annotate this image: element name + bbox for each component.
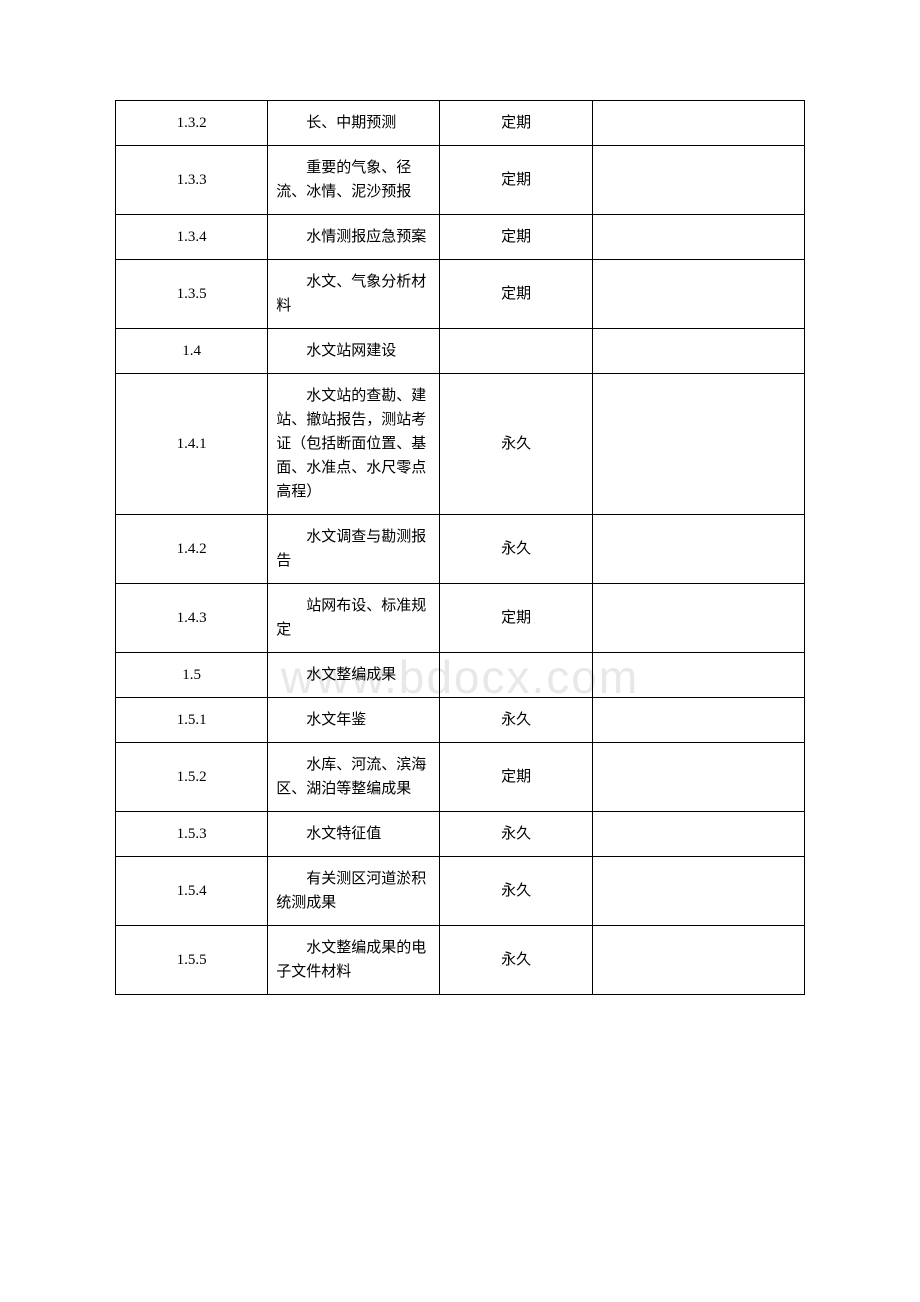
cell-period: 永久 [440, 812, 592, 857]
cell-id: 1.3.3 [116, 146, 268, 215]
cell-period: 定期 [440, 146, 592, 215]
cell-id: 1.3.2 [116, 101, 268, 146]
cell-note [592, 101, 804, 146]
cell-desc: 水文整编成果 [268, 653, 440, 698]
table-row: 1.3.2 长、中期预测 定期 [116, 101, 805, 146]
cell-desc: 重要的气象、径流、冰情、泥沙预报 [268, 146, 440, 215]
cell-note [592, 812, 804, 857]
cell-period: 永久 [440, 515, 592, 584]
cell-note [592, 584, 804, 653]
cell-id: 1.4 [116, 329, 268, 374]
cell-period: 定期 [440, 584, 592, 653]
cell-period [440, 329, 592, 374]
table-row: 1.5.1 水文年鉴 永久 [116, 698, 805, 743]
cell-desc: 长、中期预测 [268, 101, 440, 146]
table-row: 1.5 水文整编成果 [116, 653, 805, 698]
cell-id: 1.5.2 [116, 743, 268, 812]
table-row: 1.3.5 水文、气象分析材料 定期 [116, 260, 805, 329]
table-row: 1.4.2 水文调查与勘测报告 永久 [116, 515, 805, 584]
cell-note [592, 329, 804, 374]
table-row: 1.5.4 有关测区河道淤积统测成果 永久 [116, 857, 805, 926]
table-row: 1.5.5 水文整编成果的电子文件材料 永久 [116, 926, 805, 995]
cell-note [592, 146, 804, 215]
cell-desc: 水文、气象分析材料 [268, 260, 440, 329]
cell-id: 1.5.5 [116, 926, 268, 995]
cell-desc: 站网布设、标准规定 [268, 584, 440, 653]
cell-desc: 水情测报应急预案 [268, 215, 440, 260]
cell-period: 永久 [440, 857, 592, 926]
table-row: 1.3.4 水情测报应急预案 定期 [116, 215, 805, 260]
cell-note [592, 653, 804, 698]
cell-id: 1.5.3 [116, 812, 268, 857]
cell-period: 永久 [440, 374, 592, 515]
cell-id: 1.4.3 [116, 584, 268, 653]
cell-period: 定期 [440, 101, 592, 146]
cell-note [592, 515, 804, 584]
table-row: 1.4 水文站网建设 [116, 329, 805, 374]
cell-desc: 水文年鉴 [268, 698, 440, 743]
document-table: 1.3.2 长、中期预测 定期 1.3.3 重要的气象、径流、冰情、泥沙预报 定… [115, 100, 805, 995]
table-row: 1.4.3 站网布设、标准规定 定期 [116, 584, 805, 653]
table-row: 1.3.3 重要的气象、径流、冰情、泥沙预报 定期 [116, 146, 805, 215]
cell-id: 1.5.1 [116, 698, 268, 743]
cell-desc: 水库、河流、滨海区、湖泊等整编成果 [268, 743, 440, 812]
cell-period: 定期 [440, 743, 592, 812]
cell-id: 1.3.4 [116, 215, 268, 260]
table-row: 1.5.3 水文特征值 永久 [116, 812, 805, 857]
cell-desc: 水文特征值 [268, 812, 440, 857]
cell-id: 1.5 [116, 653, 268, 698]
cell-note [592, 374, 804, 515]
cell-note [592, 260, 804, 329]
cell-note [592, 743, 804, 812]
cell-id: 1.4.2 [116, 515, 268, 584]
cell-id: 1.3.5 [116, 260, 268, 329]
table-row: 1.5.2 水库、河流、滨海区、湖泊等整编成果 定期 [116, 743, 805, 812]
cell-period [440, 653, 592, 698]
cell-period: 定期 [440, 260, 592, 329]
cell-period: 永久 [440, 698, 592, 743]
cell-id: 1.5.4 [116, 857, 268, 926]
table-row: 1.4.1 水文站的查勘、建站、撤站报告，测站考证（包括断面位置、基面、水准点、… [116, 374, 805, 515]
cell-note [592, 698, 804, 743]
cell-desc: 水文站的查勘、建站、撤站报告，测站考证（包括断面位置、基面、水准点、水尺零点高程… [268, 374, 440, 515]
cell-period: 定期 [440, 215, 592, 260]
cell-desc: 水文调查与勘测报告 [268, 515, 440, 584]
cell-period: 永久 [440, 926, 592, 995]
cell-note [592, 926, 804, 995]
cell-desc: 水文站网建设 [268, 329, 440, 374]
cell-desc: 有关测区河道淤积统测成果 [268, 857, 440, 926]
table-body: 1.3.2 长、中期预测 定期 1.3.3 重要的气象、径流、冰情、泥沙预报 定… [116, 101, 805, 995]
cell-id: 1.4.1 [116, 374, 268, 515]
cell-desc: 水文整编成果的电子文件材料 [268, 926, 440, 995]
cell-note [592, 215, 804, 260]
cell-note [592, 857, 804, 926]
